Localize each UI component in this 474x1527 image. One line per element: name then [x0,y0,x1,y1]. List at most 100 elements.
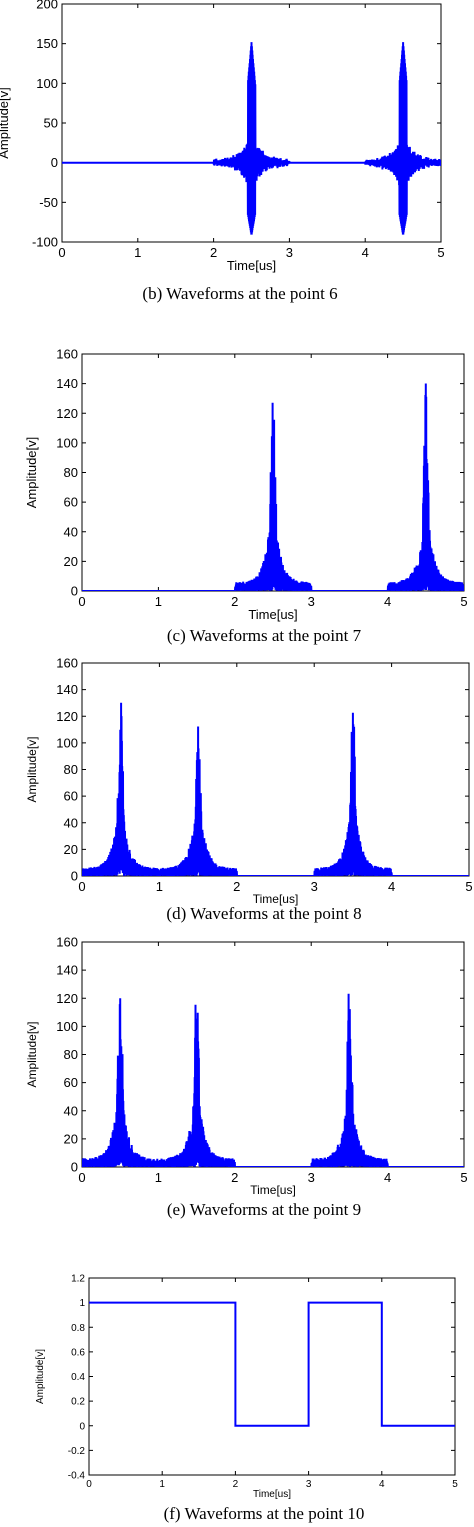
waveform-line [89,1301,455,1427]
y-tick-label: 80 [64,465,78,480]
x-tick-label: 3 [286,245,293,260]
y-tick-label: 0.4 [71,1372,85,1383]
chart-panel-4: 0 1 2 3 4 5 -0.4 -0.2 0 0.2 0.4 0.6 0.8 1 1.2 Time[us] A… [35,1274,458,1524]
y-axis-label: Amplitude[v] [25,1021,39,1087]
y-tick-label: 0 [71,1160,78,1175]
x-tick-label: 0 [58,245,65,260]
x-tick-label: 5 [437,245,444,260]
x-tick-label: 3 [311,879,318,894]
y-tick-label: 20 [64,1131,78,1146]
y-tick-label: 160 [56,656,78,671]
y-tick-label: -50 [39,195,58,210]
x-tick-label: 3 [306,1479,312,1490]
y-tick-label: 140 [56,963,78,978]
x-tick-label: 4 [362,245,369,260]
y-tick-label: 80 [64,1047,78,1062]
y-tick-label: 60 [64,789,78,804]
x-tick-label: 3 [308,1170,315,1185]
y-tick-label: 0.2 [71,1397,85,1408]
waveform-line [82,383,464,591]
x-tick-label: 5 [465,879,472,894]
chart-panel-0: 0 1 2 3 4 5 -100 -50 0 50 100 150 200 Time[us] Amplitu… [0,0,445,303]
y-tick-label: -100 [32,235,58,250]
y-tick-label: 120 [56,991,78,1006]
x-tick-label: 3 [308,594,315,609]
chart-panel-1: 0 1 2 3 4 5 0 20 40 60 80 100 120 140 160 Time[us] Ampli… [24,347,468,645]
y-tick-label: 0.8 [71,1323,85,1334]
x-tick-label: 2 [210,245,217,260]
x-axis-label: Time[us] [253,1489,291,1500]
panel-caption: (c) Waveforms at the point 7 [167,626,362,645]
x-tick-label: 1 [134,245,141,260]
x-tick-label: 0 [86,1479,92,1490]
x-tick-label: 2 [231,1170,238,1185]
x-tick-label: 1 [155,594,162,609]
x-tick-label: 0 [78,879,85,894]
x-tick-label: 1 [159,1479,165,1490]
x-tick-label: 2 [233,1479,239,1490]
y-tick-label: 120 [56,709,78,724]
plot-frame [81,941,465,1168]
x-tick-label: 2 [233,879,240,894]
y-tick-label: 150 [36,36,58,51]
x-tick-label: 4 [388,879,395,894]
x-tick-label: 1 [156,879,163,894]
y-axis-label: Amplitude[v] [25,736,39,802]
chart-panel-2: 0 1 2 3 4 5 0 20 40 60 80 100 120 140 160 Time[us] Ampli… [25,656,473,923]
panel-caption: (d) Waveforms at the point 8 [166,904,361,923]
y-tick-label: 60 [64,495,78,510]
y-tick-label: 20 [64,842,78,857]
x-axis-label: Time[us] [248,607,297,622]
y-tick-label: 160 [56,347,78,362]
x-tick-label: 0 [78,594,85,609]
x-tick-label: 5 [460,594,467,609]
y-tick-label: 50 [44,116,58,131]
y-tick-label: -0.4 [68,1471,86,1482]
y-tick-label: 40 [64,815,78,830]
y-axis-label: Amplitude[v] [24,437,39,509]
y-tick-label: -0.2 [68,1446,86,1457]
y-tick-label: 80 [64,762,78,777]
x-tick-label: 4 [379,1479,385,1490]
x-tick-label: 1 [155,1170,162,1185]
plot-frame [88,1277,456,1476]
x-axis-label: Time[us] [253,892,299,906]
y-tick-label: 1.2 [71,1274,85,1285]
y-tick-label: 40 [64,524,78,539]
y-tick-label: 0 [71,869,78,884]
plot-frame [81,662,470,877]
y-tick-label: 140 [56,682,78,697]
y-axis-label: Amplitude[v] [0,87,11,159]
y-axis-label: Amplitude[v] [35,1349,46,1404]
y-tick-label: 140 [56,376,78,391]
x-tick-label: 5 [452,1479,458,1490]
y-tick-label: 0.6 [71,1347,85,1358]
y-tick-label: 200 [36,0,58,12]
x-tick-label: 0 [78,1170,85,1185]
panel-caption: (b) Waveforms at the point 6 [142,284,337,303]
y-tick-label: 0 [51,155,58,170]
y-tick-label: 100 [36,76,58,91]
panel-caption: (f) Waveforms at the point 10 [164,1504,365,1523]
y-tick-label: 0 [71,584,78,599]
y-tick-label: 100 [56,435,78,450]
y-tick-label: 100 [56,1019,78,1034]
x-tick-label: 4 [384,1170,391,1185]
y-tick-label: 20 [64,554,78,569]
x-axis-label: Time[us] [250,1183,296,1197]
waveform-line [82,702,469,876]
y-tick-label: 100 [56,735,78,750]
y-tick-label: 40 [64,1103,78,1118]
y-tick-label: 0 [79,1421,85,1432]
waveform-line [82,993,464,1167]
x-axis-label: Time[us] [227,258,276,273]
chart-panel-3: 0 1 2 3 4 5 0 20 40 60 80 100 120 140 160 Time[us] Ampli… [25,935,468,1219]
x-tick-label: 4 [384,594,391,609]
y-tick-label: 60 [64,1075,78,1090]
x-tick-label: 5 [460,1170,467,1185]
y-tick-label: 160 [56,935,78,950]
x-tick-label: 2 [231,594,238,609]
panel-caption: (e) Waveforms at the point 9 [167,1200,361,1219]
y-tick-label: 1 [79,1298,85,1309]
waveform-line [62,42,441,235]
